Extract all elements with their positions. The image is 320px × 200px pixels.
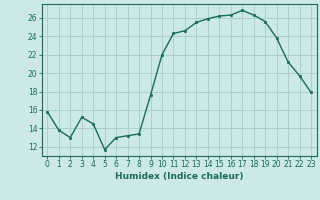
X-axis label: Humidex (Indice chaleur): Humidex (Indice chaleur)	[115, 172, 244, 181]
